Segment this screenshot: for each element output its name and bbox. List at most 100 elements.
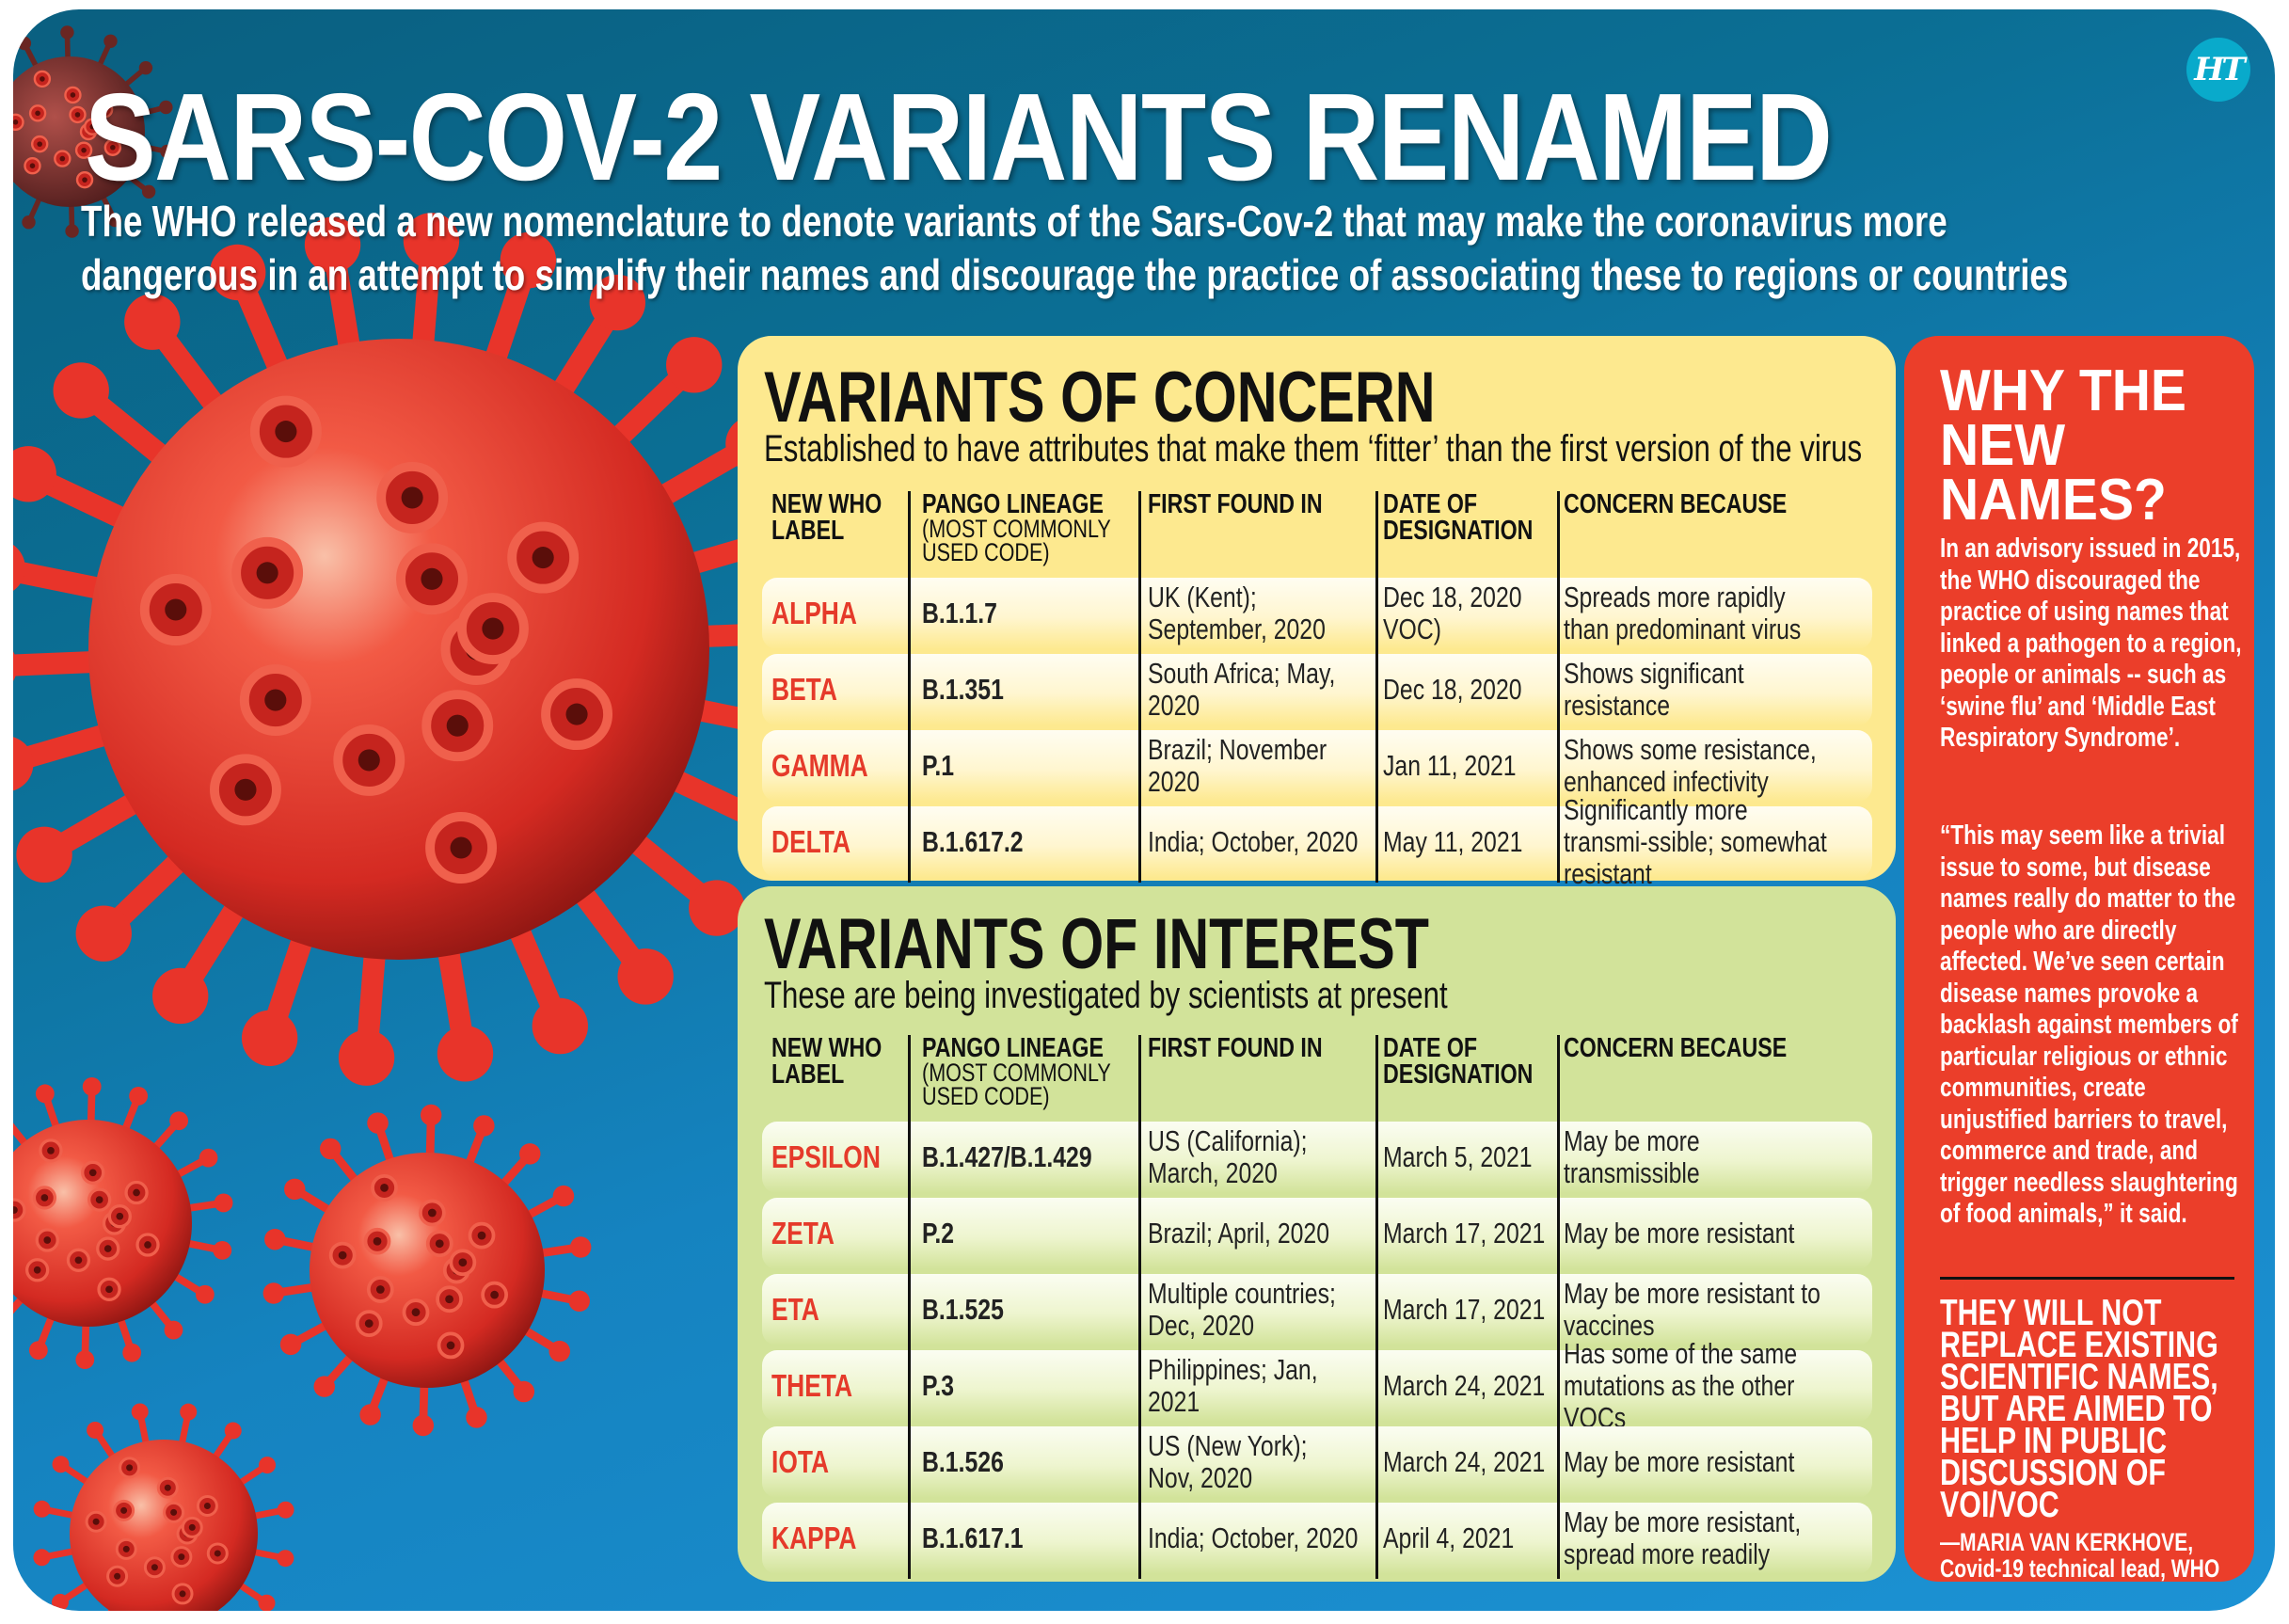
voi-title-text: VARIANTS OF INTEREST <box>764 904 1429 984</box>
table-row: KAPPA B.1.617.1 India; October, 2020 April … <box>762 1503 1872 1574</box>
cell-first-found: Brazil; April, 2020 <box>1148 1217 1329 1250</box>
cell-date: March 17, 2021 <box>1383 1293 1546 1326</box>
cell-first-found: US (California); March, 2020 <box>1148 1124 1308 1189</box>
column-divider <box>1557 1035 1560 1579</box>
why-title: WHY THE NEW NAMES? <box>1940 358 2250 533</box>
cell-first-found: Philippines; Jan, 2021 <box>1148 1353 1318 1418</box>
why-paragraph-2: “This may seem like a trivial issue to s… <box>1940 820 2238 1229</box>
cell-date: March 5, 2021 <box>1383 1140 1533 1173</box>
cell-concern: Has some of the same mutations as the ot… <box>1564 1337 1798 1434</box>
why-paragraph-1: In an advisory issued in 2015, the WHO d… <box>1940 533 2242 753</box>
table-row: IOTA B.1.526 US (New York); Nov, 2020 March… <box>762 1426 1872 1498</box>
subtitle-line-2: dangerous in an attempt to simplify thei… <box>81 249 2275 300</box>
column-divider <box>1138 491 1141 883</box>
column-divider <box>1557 491 1560 883</box>
why-new-names-panel: WHY THE NEW NAMES? In an advisory issued… <box>1904 336 2254 1582</box>
virus-icon <box>13 213 836 1086</box>
title-text: SARS-COV-2 VARIANTS RENAMED <box>85 68 1833 206</box>
subtitle-text: The WHO released a new nomenclature to d… <box>81 197 1947 246</box>
cell-date: April 4, 2021 <box>1383 1521 1515 1554</box>
cell-pango: B.1.427/B.1.429 <box>922 1140 1092 1173</box>
cell-date: May 11, 2021 <box>1383 825 1523 858</box>
cell-first-found: Multiple countries; Dec, 2020 <box>1148 1277 1336 1342</box>
cell-concern: May be more transmissible <box>1564 1124 1700 1189</box>
virus-icon <box>13 25 174 238</box>
table-row: DELTA B.1.617.2 India; October, 2020 May 11… <box>762 794 1872 890</box>
variants-of-interest-panel: VARIANTS OF INTEREST These are being inv… <box>738 886 1896 1582</box>
cell-date: March 24, 2021 <box>1383 1369 1546 1402</box>
cell-concern: Shows significant resistance <box>1564 657 1744 722</box>
column-divider <box>1375 491 1378 883</box>
infographic-frame: SARS-COV-2 VARIANTS RENAMED The WHO rele… <box>13 9 2275 1611</box>
cell-label: KAPPA <box>771 1521 857 1555</box>
cell-label: EPSILON <box>771 1139 881 1174</box>
voc-title-text: VARIANTS OF CONCERN <box>764 358 1436 438</box>
cell-first-found: UK (Kent); September, 2020 <box>1148 581 1326 645</box>
column-header-note: (MOST COMMONLY USED CODE) <box>922 515 1111 566</box>
quote-attribution: —MARIA VAN KERKHOVE, Covid-19 technical … <box>1940 1529 2263 1582</box>
column-header-pango: PANGO LINEAGE (MOST COMMONLY USED CODE) <box>922 1035 1167 1120</box>
virus-illustrations <box>13 25 836 1611</box>
cell-pango: P.2 <box>922 1217 955 1250</box>
cell-first-found: Brazil; November 2020 <box>1148 733 1327 798</box>
pull-quote: THEY WILL NOT REPLACE EXISTING SCIENTIFI… <box>1940 1293 2218 1525</box>
cell-pango: P.1 <box>922 749 955 782</box>
cell-pango: P.3 <box>922 1369 955 1402</box>
variants-of-concern-panel: VARIANTS OF CONCERN Established to have … <box>738 336 1896 890</box>
table-row: THETA P.3 Philippines; Jan, 2021 March 24, … <box>762 1338 1872 1434</box>
voi-description: These are being investigated by scientis… <box>764 975 1641 1017</box>
column-header-concern: CONCERN BECAUSE <box>1564 1033 1788 1063</box>
cell-label: IOTA <box>771 1444 830 1479</box>
cell-concern: Spreads more rapidly than predominant vi… <box>1564 581 1802 645</box>
cell-pango: B.1.525 <box>922 1293 1004 1326</box>
cell-label: BETA <box>771 672 837 707</box>
cell-label: DELTA <box>771 824 851 859</box>
voi-description-text: These are being investigated by scientis… <box>764 975 1448 1016</box>
cell-concern: May be more resistant to vaccines <box>1564 1277 1820 1342</box>
cell-date: Dec 18, 2020 VOC) <box>1383 581 1522 645</box>
cell-first-found: US (New York); Nov, 2020 <box>1148 1429 1308 1494</box>
cell-date: Jan 11, 2021 <box>1383 749 1517 782</box>
column-header-date: DATE OF DESIGNATION <box>1383 1033 1534 1090</box>
cell-concern: May be more resistant, spread more readi… <box>1564 1505 1802 1570</box>
column-header-first-found: FIRST FOUND IN <box>1148 1033 1323 1063</box>
cell-label: ALPHA <box>771 596 857 630</box>
subtitle-line-1: The WHO released a new nomenclature to d… <box>81 196 2275 247</box>
table-row: ZETA P.2 Brazil; April, 2020 March 17, 2021… <box>762 1198 1872 1269</box>
cell-pango: B.1.351 <box>922 673 1004 706</box>
voc-title: VARIANTS OF CONCERN <box>764 357 1625 438</box>
column-header-date: DATE OF DESIGNATION <box>1383 489 1534 546</box>
cell-concern: Shows some resistance, enhanced infectiv… <box>1564 733 1817 798</box>
column-header-concern: CONCERN BECAUSE <box>1564 489 1788 519</box>
cell-label: GAMMA <box>771 748 868 783</box>
column-divider <box>1375 1035 1378 1579</box>
cell-first-found: India; October, 2020 <box>1148 825 1359 858</box>
voi-title: VARIANTS OF INTEREST <box>764 903 1616 985</box>
ht-logo: HT <box>2186 38 2250 102</box>
virus-icon <box>13 1076 233 1370</box>
subtitle-text: dangerous in an attempt to simplify thei… <box>81 250 2069 299</box>
table-row: ETA B.1.525 Multiple countries; Dec, 2020 M… <box>762 1274 1872 1345</box>
cell-pango: B.1.617.2 <box>922 825 1024 858</box>
column-divider <box>908 491 911 883</box>
cell-pango: B.1.1.7 <box>922 597 997 629</box>
cell-first-found: India; October, 2020 <box>1148 1521 1359 1554</box>
column-header-pango: PANGO LINEAGE (MOST COMMONLY USED CODE) <box>922 491 1167 576</box>
table-row: BETA B.1.351 South Africa; May, 2020 Dec 18… <box>762 654 1872 725</box>
why-title-text: WHY THE NEW NAMES? <box>1940 358 2186 533</box>
page-title: SARS-COV-2 VARIANTS RENAMED <box>85 66 2115 208</box>
cell-date: March 17, 2021 <box>1383 1217 1546 1250</box>
voc-description: Established to have attributes that make… <box>764 428 2171 470</box>
table-row: ALPHA B.1.1.7 UK (Kent); September, 2020 De… <box>762 578 1872 649</box>
attribution-name: —MARIA VAN KERKHOVE, <box>1940 1528 2194 1556</box>
cell-concern: May be more resistant <box>1564 1445 1795 1478</box>
cell-first-found: South Africa; May, 2020 <box>1148 657 1336 722</box>
virus-icon <box>262 1104 592 1437</box>
column-divider <box>1138 1035 1141 1579</box>
divider <box>1940 1277 2234 1280</box>
table-row: GAMMA P.1 Brazil; November 2020 Jan 11, 202… <box>762 730 1872 802</box>
cell-label: THETA <box>771 1368 853 1403</box>
cell-date: March 24, 2021 <box>1383 1445 1546 1478</box>
column-divider <box>908 1035 911 1579</box>
virus-icon <box>33 1403 294 1611</box>
